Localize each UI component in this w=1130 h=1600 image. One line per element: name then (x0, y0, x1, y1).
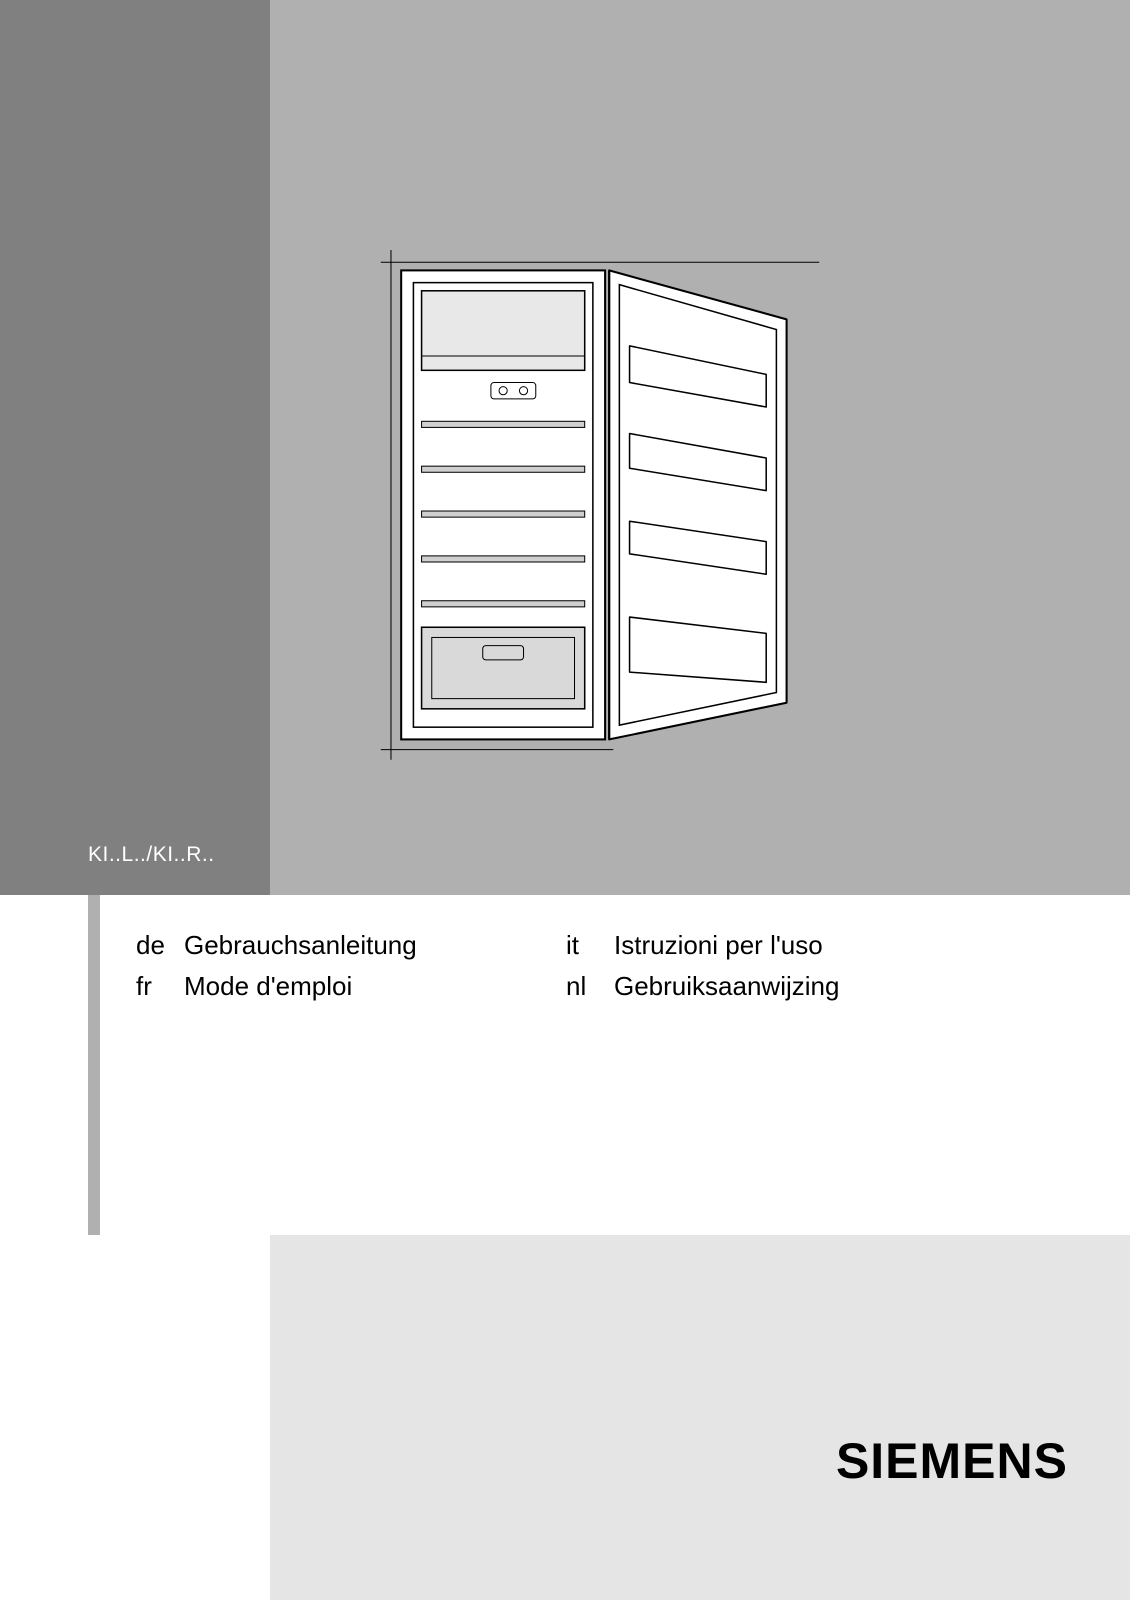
lang-row-it: it Istruzioni per l'uso (566, 930, 966, 961)
lang-label: Mode d'emploi (184, 971, 352, 1002)
lang-code: it (566, 930, 600, 961)
lang-code: nl (566, 971, 600, 1002)
lower-gray-panel (270, 1235, 1130, 1600)
manual-cover-page: KI..L../KI..R.. de Gebrauchsanleitung it… (0, 0, 1130, 1600)
lang-row-nl: nl Gebruiksaanwijzing (566, 971, 966, 1002)
lang-label: Gebrauchsanleitung (184, 930, 417, 961)
brand-logo: SIEMENS (836, 1432, 1068, 1490)
product-code: KI..L../KI..R.. (88, 843, 215, 867)
lang-label: Gebruiksaanwijzing (614, 971, 839, 1002)
lang-row-fr: fr Mode d'emploi (136, 971, 536, 1002)
fridge-svg (380, 250, 820, 770)
lang-code: de (136, 930, 170, 961)
language-grid: de Gebrauchsanleitung it Istruzioni per … (136, 930, 966, 1002)
strip-accent-bar (88, 895, 100, 1235)
refrigerator-illustration (380, 250, 820, 770)
lang-label: Istruzioni per l'uso (614, 930, 823, 961)
lang-code: fr (136, 971, 170, 1002)
sidebar-dark-panel (0, 0, 270, 895)
lang-row-de: de Gebrauchsanleitung (136, 930, 536, 961)
